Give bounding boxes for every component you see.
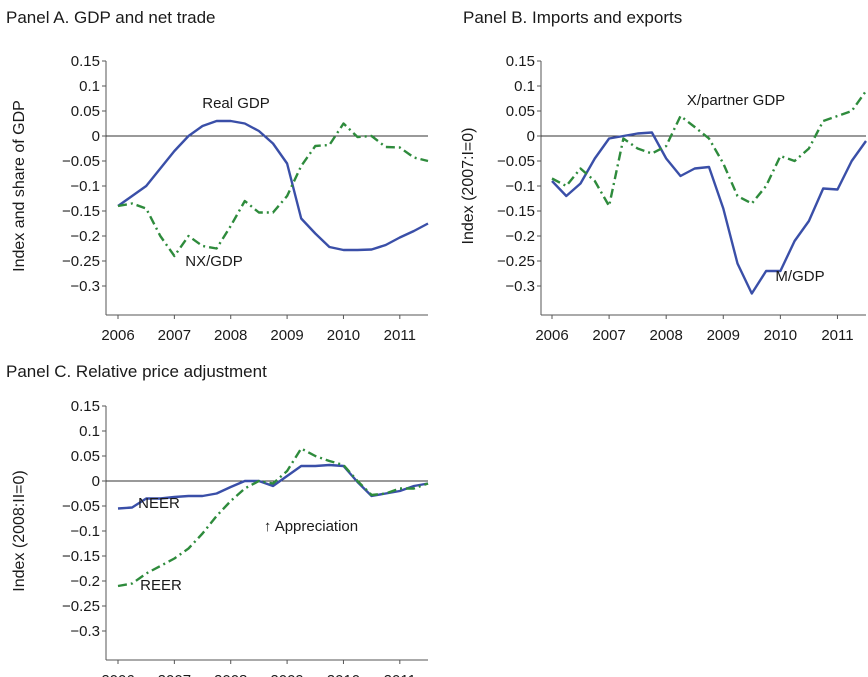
- y-tick-label: −0.15: [62, 548, 100, 565]
- x-tick-label: 2010: [764, 327, 797, 344]
- y-axis-label: Index (2007:I=0): [460, 128, 477, 245]
- x-tick-label: 2006: [101, 672, 134, 677]
- y-axis-label: Index (2008:II=0): [11, 470, 28, 591]
- y-tick-label: −0.2: [70, 228, 100, 245]
- y-tick-label: −0.25: [62, 253, 100, 270]
- y-axis-label: Index and share of GDP: [11, 100, 28, 272]
- annotation-label: REER: [140, 577, 182, 594]
- x-tick-label: 2007: [158, 327, 191, 344]
- x-tick-label: 2006: [101, 327, 134, 344]
- y-tick-label: −0.2: [70, 573, 100, 590]
- annotation-label: NEER: [138, 495, 180, 512]
- y-tick-label: 0.05: [506, 103, 535, 120]
- y-tick-label: 0.15: [71, 398, 100, 415]
- y-tick-label: 0.1: [79, 423, 100, 440]
- series-line-x-partner-gdp: [551, 90, 867, 208]
- x-tick-label: 2006: [535, 327, 568, 344]
- y-tick-label: −0.05: [62, 498, 100, 515]
- annotation-label: M/GDP: [775, 268, 824, 285]
- y-tick-label: −0.25: [62, 598, 100, 615]
- x-tick-label: 2009: [707, 327, 740, 344]
- y-tick-label: 0: [92, 128, 100, 145]
- panel-b-title: Panel B. Imports and exports: [463, 8, 683, 27]
- series-line-real-gdp: [117, 119, 429, 252]
- y-tick-label: 0.05: [71, 103, 100, 120]
- y-tick-label: 0.05: [71, 448, 100, 465]
- y-tick-label: −0.05: [497, 153, 535, 170]
- y-tick-label: −0.1: [70, 178, 100, 195]
- y-tick-label: −0.25: [497, 253, 535, 270]
- y-tick-label: 0.15: [71, 53, 100, 70]
- annotation-label: NX/GDP: [185, 253, 243, 270]
- annotation-label: X/partner GDP: [687, 92, 785, 109]
- y-tick-label: 0.15: [506, 53, 535, 70]
- annotation-label: ↑ Appreciation: [264, 518, 358, 535]
- x-tick-label: 2009: [270, 672, 303, 677]
- x-tick-label: 2009: [270, 327, 303, 344]
- panel-a-title: Panel A. GDP and net trade: [6, 8, 216, 27]
- y-tick-label: −0.3: [505, 278, 535, 295]
- x-tick-label: 2007: [158, 672, 191, 677]
- y-tick-label: −0.1: [505, 178, 535, 195]
- series-line-m-gdp: [551, 131, 867, 295]
- y-tick-label: 0: [527, 128, 535, 145]
- y-tick-label: −0.15: [497, 203, 535, 220]
- series-line-nx-gdp: [117, 122, 429, 258]
- x-tick-label: 2011: [821, 327, 853, 344]
- y-tick-label: 0: [92, 473, 100, 490]
- y-tick-label: 0.1: [79, 78, 100, 95]
- panel-c-title: Panel C. Relative price adjustment: [6, 362, 267, 381]
- annotation-label: Real GDP: [202, 95, 270, 112]
- y-tick-label: −0.15: [62, 203, 100, 220]
- series-line-reer: [117, 447, 429, 588]
- x-tick-label: 2010: [327, 327, 360, 344]
- x-tick-label: 2010: [327, 672, 360, 677]
- x-tick-label: 2008: [649, 327, 682, 344]
- y-tick-label: −0.05: [62, 153, 100, 170]
- y-tick-label: −0.3: [70, 623, 100, 640]
- y-tick-label: −0.2: [505, 228, 535, 245]
- x-tick-label: 2007: [592, 327, 625, 344]
- x-tick-label: 2008: [214, 327, 247, 344]
- y-tick-label: −0.3: [70, 278, 100, 295]
- x-tick-label: 2011: [384, 672, 416, 677]
- y-tick-label: −0.1: [70, 523, 100, 540]
- x-tick-label: 2011: [384, 327, 416, 344]
- x-tick-label: 2008: [214, 672, 247, 677]
- y-tick-label: 0.1: [514, 78, 535, 95]
